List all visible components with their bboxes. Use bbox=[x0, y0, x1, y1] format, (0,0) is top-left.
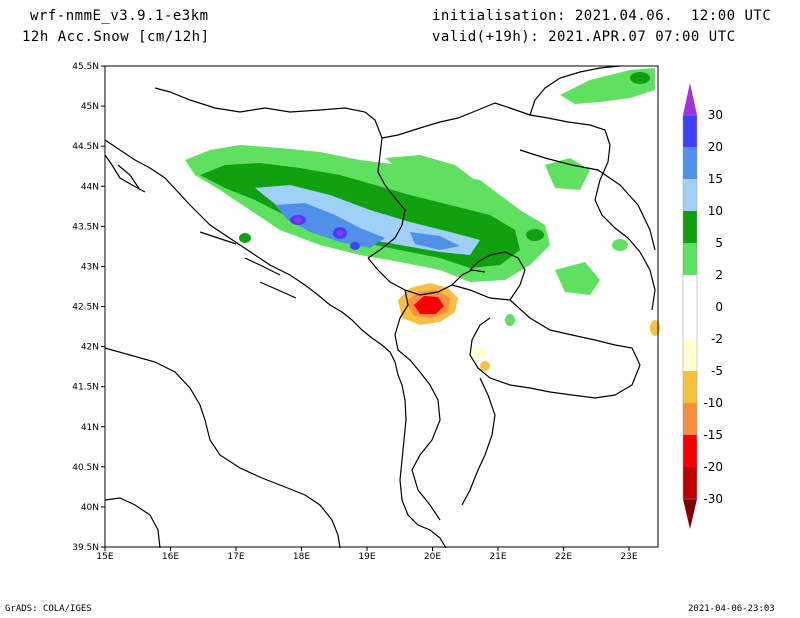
danube bbox=[519, 149, 656, 251]
snow-accumulation-shading bbox=[185, 68, 660, 371]
colorbar-label: -5 bbox=[711, 364, 723, 378]
colorbar-label: 10 bbox=[708, 204, 723, 218]
lat-tick-label: 43N bbox=[81, 262, 99, 272]
snow-5-10cm-area bbox=[239, 233, 251, 243]
lon-tick-label: 21E bbox=[489, 552, 506, 562]
hungary-romania-border bbox=[529, 65, 621, 116]
croatian-island bbox=[259, 281, 297, 299]
lat-tick-label: 42N bbox=[81, 343, 99, 353]
croatian-island bbox=[244, 257, 281, 276]
istria-coast bbox=[104, 154, 146, 193]
italy-coastline bbox=[104, 347, 341, 549]
snow-2-5cm-area bbox=[612, 239, 628, 251]
colorbar-segment bbox=[683, 147, 697, 179]
colorbar-segment bbox=[683, 339, 697, 371]
field-title: 12h Acc.Snow [cm/12h] bbox=[22, 29, 210, 45]
montenegro-border bbox=[367, 257, 486, 296]
colorbar-segment bbox=[683, 275, 697, 307]
colorbar-segment bbox=[683, 435, 697, 467]
croatia-north-border bbox=[154, 87, 386, 186]
colorbar-label: -10 bbox=[703, 396, 723, 410]
snow-15-20cm-area bbox=[275, 203, 385, 248]
snow-20-30cm-core bbox=[350, 242, 360, 250]
lon-tick-label: 18E bbox=[293, 552, 310, 562]
map-area bbox=[104, 65, 660, 549]
lat-tick-label: 39.5N bbox=[72, 543, 99, 553]
adriatic-coastline bbox=[104, 139, 447, 549]
snow-loss-15-20cm-area bbox=[414, 296, 444, 314]
colorbar-segment bbox=[683, 179, 697, 211]
lon-tick-label: 20E bbox=[424, 552, 441, 562]
serbia-border bbox=[381, 102, 641, 253]
colorbar-label: -30 bbox=[703, 492, 723, 506]
kosovo-border bbox=[451, 251, 526, 301]
model-title: wrf-nmmE_v3.9.1-e3km bbox=[30, 8, 209, 24]
snow-2-5cm-area bbox=[385, 155, 475, 185]
longitude-axis: 15E 16E 17E 18E 19E 20E 21E 22E 23E bbox=[96, 547, 638, 562]
snow-5-10cm-area bbox=[630, 72, 650, 84]
croatian-island bbox=[117, 164, 141, 191]
lat-tick-label: 45.5N bbox=[72, 62, 99, 72]
colorbar-segment bbox=[683, 211, 697, 243]
lat-tick-label: 44N bbox=[81, 182, 99, 192]
lat-tick-label: 45N bbox=[81, 102, 99, 112]
snow-5-10cm-area bbox=[526, 229, 544, 241]
colorbar-bottom-arrow bbox=[683, 499, 697, 529]
lon-tick-label: 23E bbox=[620, 552, 637, 562]
croatian-island bbox=[199, 231, 237, 245]
init-time: initialisation: 2021.04.06. 12:00 UTC bbox=[432, 8, 772, 24]
colorbar-segment bbox=[683, 243, 697, 275]
latitude-axis: 45.5N 45N 44.5N 44N 43.5N 43N 42.5N 42N 41.5N 41N… bbox=[72, 62, 105, 553]
footer-timestamp: 2021-04-06-23:03 bbox=[688, 604, 775, 614]
italy-heel-coastline bbox=[104, 497, 161, 549]
snow-2-5cm-area bbox=[555, 262, 600, 295]
lon-tick-label: 16E bbox=[162, 552, 179, 562]
colorbar-segment bbox=[683, 371, 697, 403]
lat-tick-label: 41.5N bbox=[72, 383, 99, 393]
colorbar-label: -20 bbox=[703, 460, 723, 474]
footer-credit: GrADS: COLA/IGES bbox=[5, 604, 92, 614]
snow-15-20cm-area bbox=[410, 232, 460, 250]
coastlines-and-borders bbox=[104, 65, 656, 549]
lon-tick-label: 15E bbox=[96, 552, 113, 562]
valid-time: valid(+19h): 2021.APR.07 07:00 UTC bbox=[432, 29, 736, 45]
lat-tick-label: 42.5N bbox=[72, 303, 99, 313]
albania-border bbox=[394, 289, 441, 521]
snow-loss-2-5cm-area bbox=[480, 361, 490, 371]
lat-tick-label: 40.5N bbox=[72, 463, 99, 473]
north-macedonia-border bbox=[469, 299, 641, 399]
lat-tick-label: 44.5N bbox=[72, 142, 99, 152]
lat-tick-label: 43.5N bbox=[72, 222, 99, 232]
colorbar-label: 20 bbox=[708, 140, 723, 154]
greece-border bbox=[461, 377, 496, 506]
colorbar-label: 5 bbox=[715, 236, 723, 250]
lon-tick-label: 17E bbox=[227, 552, 244, 562]
colorbar-label: 30 bbox=[708, 108, 723, 122]
lat-tick-label: 40N bbox=[81, 503, 99, 513]
colorbar-segment bbox=[683, 307, 697, 339]
lon-tick-label: 19E bbox=[358, 552, 375, 562]
lon-tick-label: 22E bbox=[555, 552, 572, 562]
bosnia-serbia-border bbox=[367, 184, 406, 259]
bulgaria-border bbox=[639, 251, 656, 311]
lat-tick-label: 41N bbox=[81, 423, 99, 433]
colorbar-label: 2 bbox=[715, 268, 723, 282]
snow-2-5cm-area bbox=[505, 314, 515, 326]
colorbar-segment bbox=[683, 115, 697, 147]
colorbar-label: 15 bbox=[708, 172, 723, 186]
snow-loss-0-2cm-area bbox=[470, 347, 486, 359]
colorbar-segment bbox=[683, 403, 697, 435]
colorbar-label: 0 bbox=[715, 300, 723, 314]
colorbar-segment bbox=[683, 467, 697, 499]
colorbar-label: -2 bbox=[711, 332, 723, 346]
colorbar-label: -15 bbox=[703, 428, 723, 442]
colorbar-outline bbox=[682, 114, 698, 500]
colorbar-top-arrow bbox=[683, 83, 697, 115]
snow-30plus-core bbox=[294, 217, 302, 223]
snow-30plus-core bbox=[337, 230, 343, 236]
snow-2-5cm-area bbox=[545, 158, 590, 190]
